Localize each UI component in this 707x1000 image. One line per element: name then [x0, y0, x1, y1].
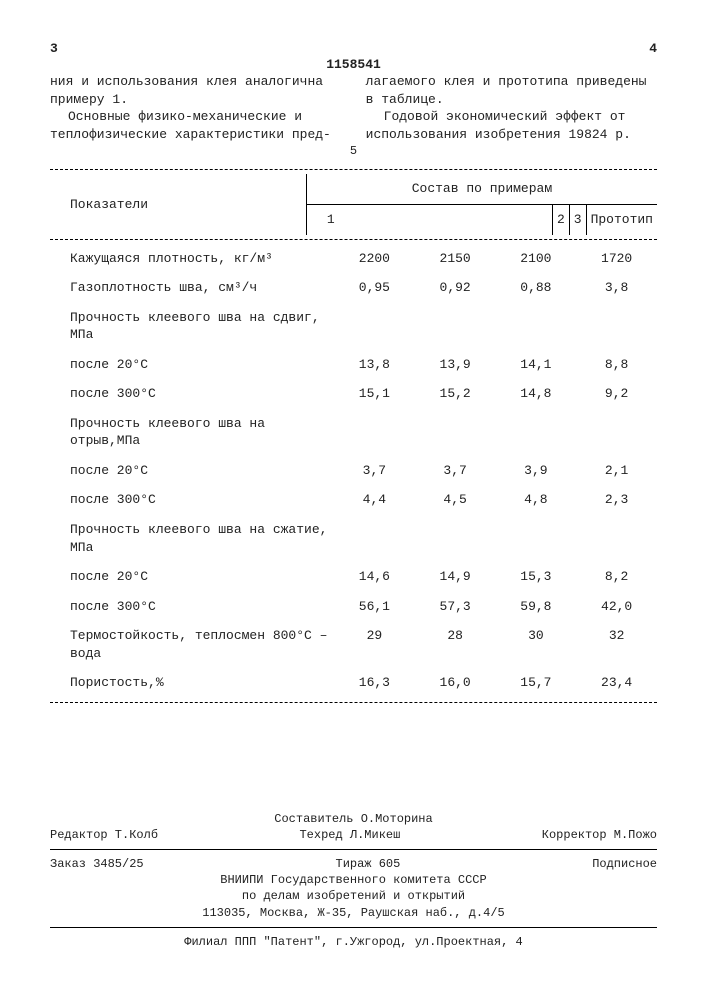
cell: 0,95 [334, 273, 415, 303]
cell: 14,9 [415, 562, 496, 592]
document-number: 1158541 [50, 56, 657, 74]
cell: 2150 [415, 244, 496, 274]
col-header-1: 1 [306, 205, 552, 235]
cell: 28 [415, 621, 496, 668]
cell: 8,8 [576, 350, 657, 380]
corrector: Корректор М.Пожо [542, 827, 657, 843]
row-label: Термостойкость, теплосмен 800°С – вода [50, 621, 334, 668]
cell: 14,6 [334, 562, 415, 592]
techred: Техред Л.Микеш [299, 827, 400, 843]
org-line2: по делам изобретений и открытий [50, 888, 657, 904]
cell: 8,2 [576, 562, 657, 592]
cell [415, 409, 496, 456]
intro-columns: ния и использования клея аналогична прим… [50, 73, 657, 143]
col-header-group: Состав по примерам [306, 174, 657, 204]
cell: 13,8 [334, 350, 415, 380]
cell: 16,3 [334, 668, 415, 698]
cell: 14,8 [496, 379, 577, 409]
cell: 2100 [496, 244, 577, 274]
col-header-4: Прототип [586, 205, 657, 235]
cell [576, 515, 657, 562]
data-table: Показатели Состав по примерам 123Прототи… [50, 169, 657, 702]
cell: 2,1 [576, 456, 657, 486]
cell: 3,8 [576, 273, 657, 303]
org-addr: 113035, Москва, Ж-35, Раушская наб., д.4… [50, 905, 657, 921]
tirage: Тираж 605 [336, 856, 401, 872]
cell: 4,8 [496, 485, 577, 515]
subscription: Подписное [592, 856, 657, 872]
cell [334, 409, 415, 456]
cell: 16,0 [415, 668, 496, 698]
cell: 57,3 [415, 592, 496, 622]
cell: 0,88 [496, 273, 577, 303]
compiler: Составитель О.Моторина [50, 811, 657, 827]
cell: 9,2 [576, 379, 657, 409]
cell: 13,9 [415, 350, 496, 380]
cell: 30 [496, 621, 577, 668]
cell: 42,0 [576, 592, 657, 622]
row-label: после 20°С [50, 562, 334, 592]
cell: 56,1 [334, 592, 415, 622]
intro-left-p2: Основные физико-механические и теплофизи… [50, 108, 341, 143]
row-label: после 300°С [50, 485, 334, 515]
cell: 29 [334, 621, 415, 668]
cell: 14,1 [496, 350, 577, 380]
cell: 2,3 [576, 485, 657, 515]
marker-5: 5 [50, 143, 657, 159]
cell: 4,4 [334, 485, 415, 515]
cell [496, 515, 577, 562]
cell: 15,1 [334, 379, 415, 409]
row-label: после 300°С [50, 379, 334, 409]
intro-left-p1: ния и использования клея аналогична прим… [50, 73, 341, 108]
col-header-2: 2 [552, 205, 569, 235]
col-header-3: 3 [569, 205, 586, 235]
cell: 2200 [334, 244, 415, 274]
cell [334, 515, 415, 562]
cell: 1720 [576, 244, 657, 274]
cell: 32 [576, 621, 657, 668]
cell: 59,8 [496, 592, 577, 622]
col-header-indicator: Показатели [50, 174, 306, 234]
row-label: после 20°С [50, 456, 334, 486]
cell: 23,4 [576, 668, 657, 698]
cell [576, 303, 657, 350]
cell [334, 303, 415, 350]
cell: 4,5 [415, 485, 496, 515]
imprint-footer: Составитель О.Моторина Редактор Т.Колб Т… [50, 811, 657, 950]
cell [496, 303, 577, 350]
editor: Редактор Т.Колб [50, 827, 158, 843]
page-right: 4 [649, 40, 657, 58]
cell [415, 303, 496, 350]
cell [415, 515, 496, 562]
intro-right-p2: Годовой экономический эффект от использо… [366, 108, 657, 143]
row-label: Прочность клеевого шва на сжатие, МПа [50, 515, 334, 562]
filial: Филиал ППП "Патент", г.Ужгород, ул.Проек… [50, 934, 657, 950]
cell: 3,7 [334, 456, 415, 486]
row-label: Прочность клеевого шва на отрыв,МПа [50, 409, 334, 456]
row-label: Кажущаяся плотность, кг/м³ [50, 244, 334, 274]
row-label: после 20°С [50, 350, 334, 380]
intro-right-p1: лагаемого клея и прототипа приведены в т… [366, 73, 657, 108]
page-left: 3 [50, 40, 58, 58]
cell: 15,3 [496, 562, 577, 592]
order: Заказ 3485/25 [50, 856, 144, 872]
cell: 0,92 [415, 273, 496, 303]
row-label: Пористость,% [50, 668, 334, 698]
org-line1: ВНИИПИ Государственного комитета СССР [50, 872, 657, 888]
row-label: Прочность клеевого шва на сдвиг, МПа [50, 303, 334, 350]
cell: 3,9 [496, 456, 577, 486]
cell: 3,7 [415, 456, 496, 486]
cell [576, 409, 657, 456]
cell: 15,2 [415, 379, 496, 409]
row-label: Газоплотность шва, см³/ч [50, 273, 334, 303]
row-label: после 300°С [50, 592, 334, 622]
cell: 15,7 [496, 668, 577, 698]
cell [496, 409, 577, 456]
